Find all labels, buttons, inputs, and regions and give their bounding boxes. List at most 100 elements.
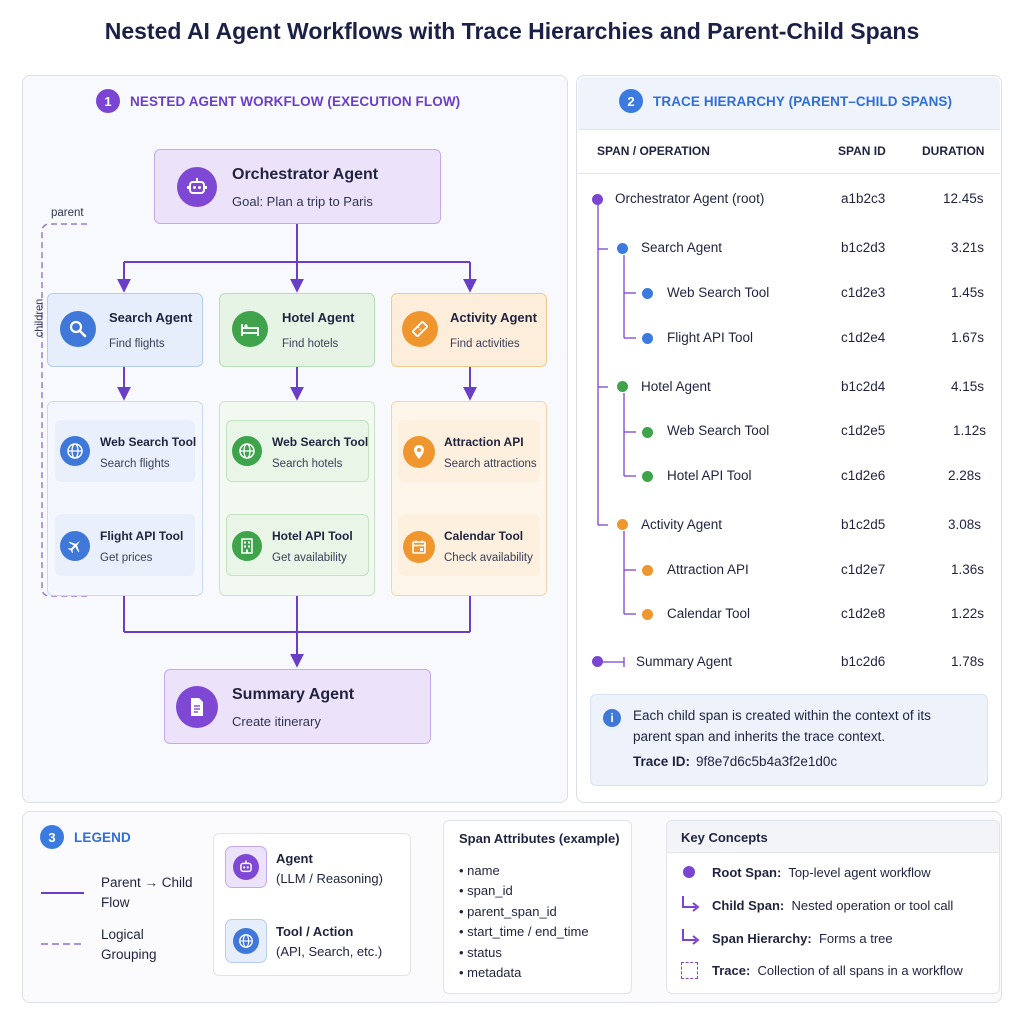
span-id: b1c2d5 bbox=[841, 517, 886, 532]
span-id: c1d2e8 bbox=[841, 606, 886, 621]
legend-agent-sub: (LLM / Reasoning) bbox=[276, 871, 383, 886]
robot-icon bbox=[177, 167, 217, 207]
span-duration: 1.78s bbox=[951, 654, 985, 669]
span-duration: 1.12s bbox=[953, 423, 987, 438]
span-duration: 1.67s bbox=[951, 330, 985, 345]
attraction-api-title: Attraction API bbox=[444, 435, 524, 449]
search-agent-title: Search Agent bbox=[109, 310, 193, 325]
legend-tool-title: Tool / Action bbox=[276, 924, 354, 939]
section-number: 1 bbox=[96, 89, 120, 113]
span-attribute-item: • name bbox=[459, 863, 500, 878]
hotel-api-tool-title: Hotel API Tool bbox=[272, 529, 353, 543]
workflow-heading-text: NESTED AGENT WORKFLOW (EXECUTION FLOW) bbox=[130, 93, 461, 109]
parent-label: parent bbox=[51, 207, 84, 219]
legend-heading-text: LEGEND bbox=[74, 829, 131, 845]
span-id: c1d2e4 bbox=[841, 330, 886, 345]
span-dot bbox=[617, 381, 628, 392]
key-concepts-header bbox=[667, 821, 999, 853]
globe-icon bbox=[232, 436, 262, 466]
span-attribute-item: • status bbox=[459, 945, 502, 960]
section-number: 3 bbox=[40, 825, 64, 849]
info-text-line1: Each child span is created within the co… bbox=[633, 708, 931, 723]
span-duration: 3.08s bbox=[948, 517, 982, 532]
span-id: a1b2c3 bbox=[841, 191, 886, 206]
concept-span-hierarchy: Span Hierarchy: Forms a tree bbox=[712, 931, 893, 946]
magnifier-icon bbox=[60, 311, 96, 347]
trace-heading: 2 TRACE HIERARCHY (PARENT–CHILD SPANS) bbox=[619, 89, 952, 113]
span-duration: 2.28s bbox=[948, 468, 982, 483]
span-id: b1c2d4 bbox=[841, 379, 886, 394]
span-name: Hotel API Tool bbox=[667, 468, 752, 483]
span-attributes-title: Span Attributes (example) bbox=[459, 831, 620, 846]
span-dot bbox=[642, 333, 653, 344]
span-dot bbox=[617, 519, 628, 530]
trace-column-header bbox=[578, 129, 1000, 174]
legend-tool-sub: (API, Search, etc.) bbox=[276, 944, 383, 959]
span-name: Flight API Tool bbox=[667, 330, 754, 345]
activity-agent-desc: Find activities bbox=[450, 338, 520, 350]
summary-agent-node[interactable] bbox=[164, 669, 431, 744]
summary-agent-title: Summary Agent bbox=[232, 686, 355, 703]
span-id: c1d2e3 bbox=[841, 285, 886, 300]
attraction-api-desc: Search attractions bbox=[444, 458, 537, 470]
span-dot bbox=[592, 656, 603, 667]
concept-child-span: Child Span: Nested operation or tool cal… bbox=[712, 898, 954, 913]
search-agent-desc: Find flights bbox=[109, 338, 165, 350]
section-number: 2 bbox=[619, 89, 643, 113]
span-attribute-item: • start_time / end_time bbox=[459, 924, 589, 939]
legend-group-line2: Grouping bbox=[101, 947, 157, 962]
span-dot bbox=[592, 194, 603, 205]
summary-agent-desc: Create itinerary bbox=[232, 714, 321, 729]
legend-heading: 3 LEGEND bbox=[40, 825, 131, 849]
legend-agent-title: Agent bbox=[276, 851, 313, 866]
span-duration: 1.22s bbox=[951, 606, 985, 621]
span-duration: 12.45s bbox=[943, 191, 984, 206]
calendar-tool-desc: Check availability bbox=[444, 552, 533, 564]
info-icon: i bbox=[603, 709, 621, 727]
document-icon bbox=[176, 686, 218, 728]
span-dot bbox=[642, 288, 653, 299]
span-attribute-item: • parent_span_id bbox=[459, 904, 557, 919]
calendar-tool-title: Calendar Tool bbox=[444, 529, 524, 543]
span-duration: 4.15s bbox=[951, 379, 985, 394]
trace-heading-text: TRACE HIERARCHY (PARENT–CHILD SPANS) bbox=[653, 93, 953, 109]
trace-panel-header bbox=[578, 77, 1000, 129]
building-icon bbox=[232, 531, 262, 561]
bed-icon bbox=[232, 311, 268, 347]
legend-flow-line2: Flow bbox=[101, 895, 130, 910]
orchestrator-agent-goal: Goal: Plan a trip to Paris bbox=[232, 194, 373, 209]
web-search-tool-title: Web Search Tool bbox=[100, 435, 197, 449]
orchestrator-agent-title: Orchestrator Agent bbox=[232, 166, 379, 183]
span-id: c1d2e5 bbox=[841, 423, 886, 438]
span-name: Calendar Tool bbox=[667, 606, 751, 621]
web-search-tool-desc: Search flights bbox=[100, 458, 170, 470]
hotel-api-tool-desc: Get availability bbox=[272, 552, 347, 564]
key-concepts-title: Key Concepts bbox=[681, 830, 768, 845]
span-id: b1c2d6 bbox=[841, 654, 886, 669]
child-span-arrow-icon bbox=[682, 896, 700, 912]
span-dot bbox=[617, 243, 628, 254]
trace-panel bbox=[576, 75, 1002, 803]
activity-agent-title: Activity Agent bbox=[450, 310, 537, 325]
concept-root-span: Root Span: Top-level agent workflow bbox=[712, 865, 931, 880]
trace-id-value: 9f8e7d6c5b4a3f2e1d0c bbox=[696, 754, 838, 769]
hotel-web-search-tool-title: Web Search Tool bbox=[272, 435, 369, 449]
span-name: Web Search Tool bbox=[667, 285, 770, 300]
span-name: Web Search Tool bbox=[667, 423, 770, 438]
span-dot bbox=[642, 471, 653, 482]
flight-api-tool-title: Flight API Tool bbox=[100, 529, 184, 543]
span-dot bbox=[642, 427, 653, 438]
info-text-line2: parent span and inherits the trace conte… bbox=[633, 729, 886, 744]
globe-icon bbox=[60, 436, 90, 466]
span-attribute-item: • span_id bbox=[459, 883, 513, 898]
span-dot bbox=[642, 565, 653, 576]
span-name: Activity Agent bbox=[641, 517, 723, 532]
span-name: Search Agent bbox=[641, 240, 723, 255]
span-dot bbox=[642, 609, 653, 620]
span-attribute-item: • metadata bbox=[459, 965, 522, 980]
hotel-web-search-tool-desc: Search hotels bbox=[272, 458, 343, 470]
span-id: c1d2e6 bbox=[841, 468, 886, 483]
span-name: Attraction API bbox=[667, 562, 749, 577]
